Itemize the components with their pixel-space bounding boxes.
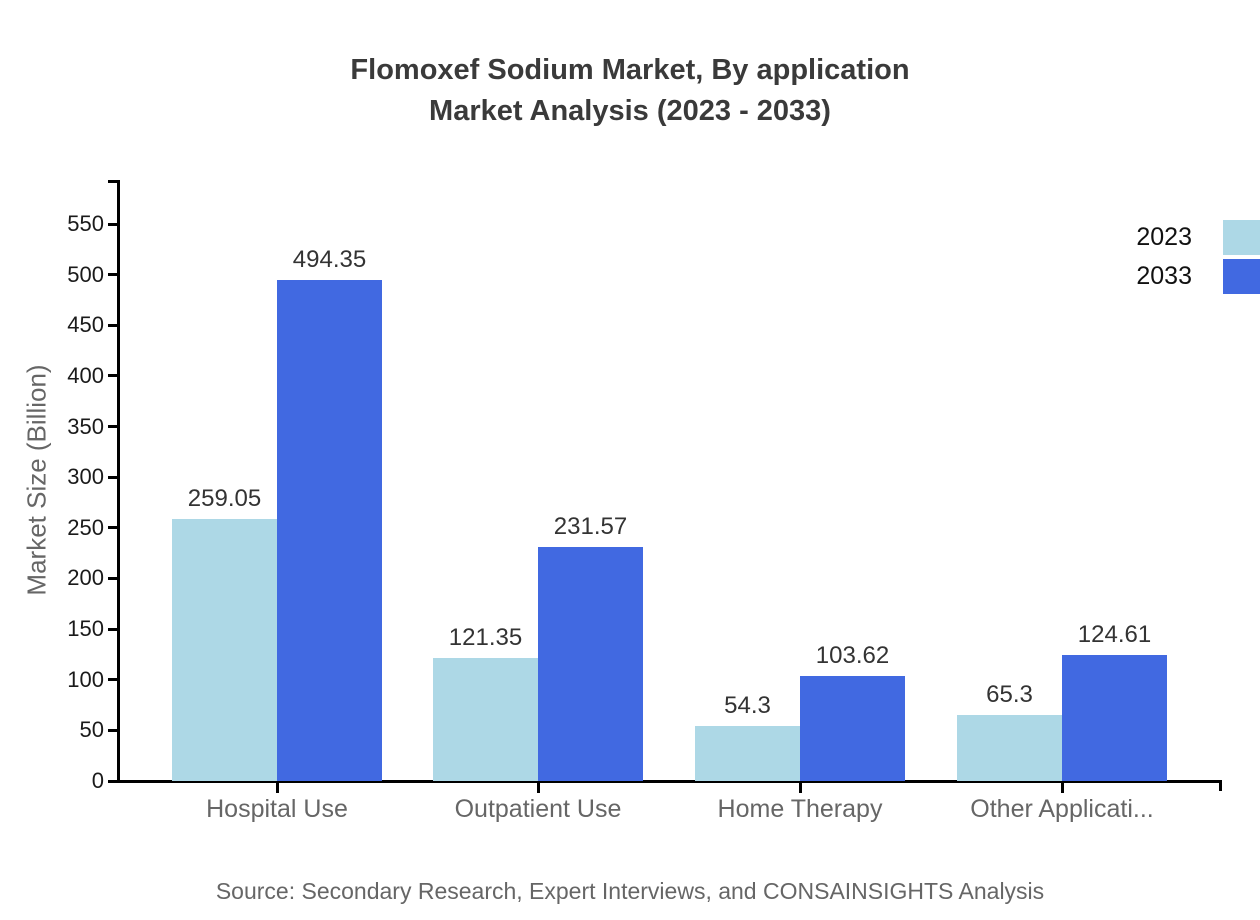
legend-swatch-2023 — [1223, 220, 1260, 255]
y-axis-tick-label: 350 — [67, 413, 104, 439]
y-axis-tick — [108, 576, 119, 580]
bar-value-label: 231.57 — [553, 512, 628, 540]
legend-swatch-2033 — [1223, 259, 1260, 294]
y-axis-top-cap — [108, 180, 119, 183]
y-axis-line — [117, 180, 120, 783]
y-axis-tick — [108, 425, 119, 429]
y-axis-tick — [108, 323, 119, 327]
bar-value-label: 54.3 — [724, 692, 771, 719]
y-axis-tick — [108, 374, 119, 378]
y-axis-tick-label: 400 — [67, 362, 104, 388]
y-axis-tick-label: 150 — [67, 616, 104, 642]
bar-2023-other-applicati- — [957, 714, 1062, 781]
y-axis-tick-label: 500 — [67, 261, 104, 287]
bar-2033-hospital-use — [277, 280, 382, 781]
x-axis-category-label: Hospital Use — [206, 795, 348, 823]
bar-value-label: 65.3 — [986, 680, 1033, 708]
x-axis-tick — [798, 783, 802, 793]
chart-title: Flomoxef Sodium Market, By application M… — [0, 50, 1260, 132]
y-axis-tick-label: 450 — [67, 312, 104, 338]
y-axis-tick-label: 0 — [91, 768, 104, 793]
bar-2033-home-therapy — [800, 676, 905, 781]
x-axis-category-label: Outpatient Use — [454, 795, 622, 823]
y-axis-tick-label: 300 — [67, 464, 104, 490]
bar-2023-outpatient-use — [433, 658, 538, 781]
bar-2023-home-therapy — [695, 726, 800, 781]
bar-value-label: 121.35 — [448, 624, 523, 652]
x-axis-tick — [536, 783, 540, 793]
bar-value-label: 259.05 — [187, 484, 262, 512]
y-axis-tick-label: 100 — [67, 666, 104, 692]
bar-2033-other-applicati- — [1062, 654, 1167, 781]
bar-2033-outpatient-use — [538, 546, 643, 781]
x-axis-line — [117, 780, 1222, 783]
bar-value-label: 103.62 — [815, 642, 890, 670]
legend-label-2023: 2023 — [1136, 223, 1192, 251]
bar-value-label: 494.35 — [292, 246, 367, 274]
bar-2023-hospital-use — [172, 518, 277, 781]
x-axis-tick — [275, 783, 279, 793]
legend-label-2033: 2033 — [1136, 262, 1192, 290]
y-axis-tick — [108, 526, 119, 530]
x-axis-category-label: Home Therapy — [717, 795, 883, 823]
y-axis-tick-label: 550 — [67, 211, 104, 237]
source-attribution: Source: Secondary Research, Expert Inter… — [215, 878, 1045, 904]
x-axis-tick — [1060, 783, 1064, 793]
y-axis-tick — [108, 728, 119, 732]
y-axis-tick — [108, 627, 119, 631]
y-axis-tick-label: 50 — [79, 717, 104, 743]
y-axis-tick — [108, 678, 119, 682]
x-axis-category-label: Other Applicati... — [970, 795, 1154, 823]
y-axis-tick-label: 250 — [67, 514, 104, 540]
y-axis-tick — [108, 475, 119, 479]
y-axis-tick — [108, 222, 119, 226]
y-axis-tick-label: 200 — [67, 565, 104, 591]
y-axis-tick — [108, 273, 119, 277]
bar-value-label: 124.61 — [1077, 620, 1152, 648]
x-axis-end-cap — [1219, 780, 1222, 791]
chart-title-line-1: Flomoxef Sodium Market, By application — [350, 54, 910, 86]
y-axis-tick — [108, 779, 119, 783]
chart-title-line-2: Market Analysis (2023 - 2033) — [429, 95, 831, 127]
